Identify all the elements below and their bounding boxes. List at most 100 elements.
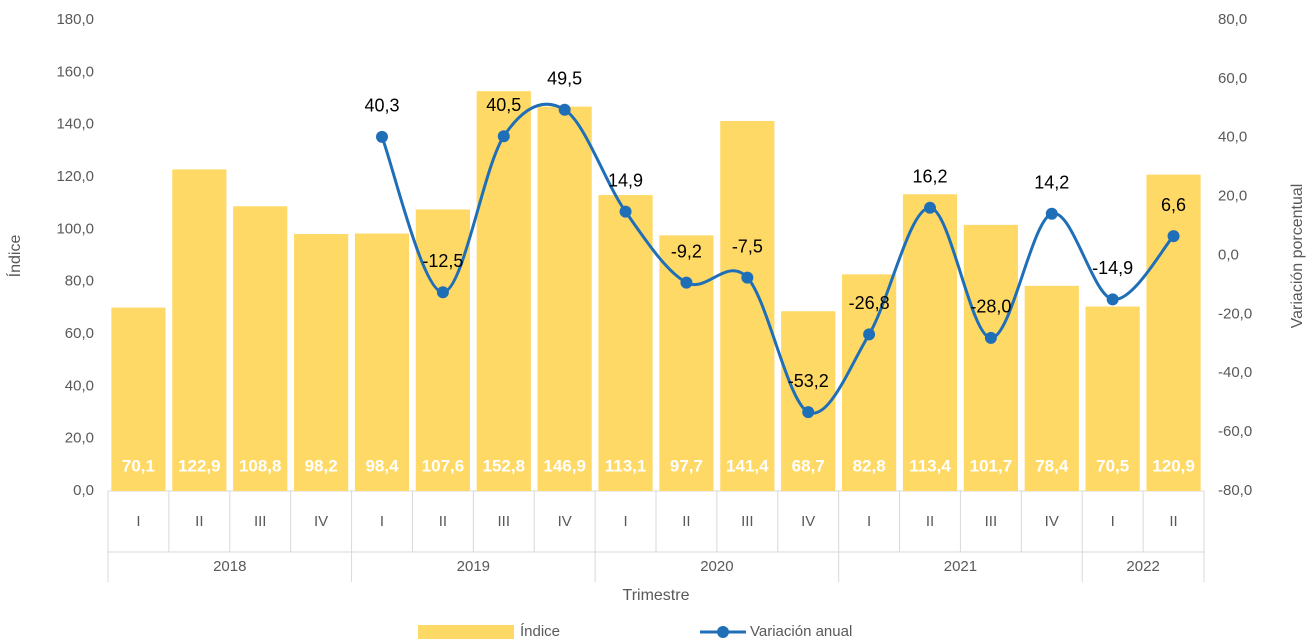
bar <box>415 209 470 492</box>
legend-swatch <box>418 625 514 639</box>
x-tick-label: IV <box>314 513 328 530</box>
y2-tick-label: -60,0 <box>1218 423 1252 440</box>
x-tick-label: II <box>195 513 203 530</box>
x-tick-label: I <box>380 513 384 530</box>
bar-value-label: 97,7 <box>670 456 703 475</box>
y-tick-label: 140,0 <box>56 116 94 133</box>
bar <box>111 307 166 491</box>
line-value-label: 14,2 <box>1034 172 1069 192</box>
bar <box>1085 306 1140 491</box>
bar <box>294 234 349 491</box>
bar-value-label: 98,2 <box>305 456 338 475</box>
line-value-label: -28,0 <box>970 297 1011 317</box>
bar <box>172 169 227 491</box>
line-value-label: -12,5 <box>422 251 463 271</box>
y-tick-label: 180,0 <box>56 11 94 28</box>
line-point <box>619 205 632 218</box>
year-label: 2021 <box>944 558 977 575</box>
bar-value-label: 78,4 <box>1035 456 1069 475</box>
y-tick-label: 20,0 <box>65 430 94 447</box>
line-point <box>1167 230 1180 243</box>
x-tick-label: IV <box>801 513 815 530</box>
bar <box>902 194 958 491</box>
line-point <box>436 286 449 299</box>
bar-value-label: 113,1 <box>605 456 647 475</box>
line-point <box>924 201 936 214</box>
y2-tick-label: -40,0 <box>1218 364 1252 381</box>
line-value-label: -9,2 <box>671 241 702 261</box>
line-value-label: 16,2 <box>912 167 947 187</box>
y2-tick-label: 0,0 <box>1218 246 1239 263</box>
legend-label: Índice <box>520 623 560 640</box>
line-value-label: 40,3 <box>364 96 399 116</box>
line-value-label: 40,5 <box>486 95 521 115</box>
x-tick-label: II <box>926 513 934 530</box>
y-tick-label: 160,0 <box>56 63 94 80</box>
y2-tick-label: 80,0 <box>1218 11 1247 28</box>
line-point <box>680 276 693 289</box>
x-axis-title: Trimestre <box>623 587 690 604</box>
bar <box>1146 174 1201 491</box>
bar-value-label: 70,5 <box>1096 456 1129 475</box>
bar <box>476 91 531 491</box>
y-tick-label: 80,0 <box>65 273 94 290</box>
bar-value-label: 120,9 <box>1152 456 1195 475</box>
y-tick-label: 0,0 <box>73 482 94 499</box>
x-tick-label: IV <box>558 513 572 530</box>
legend-swatch-point <box>717 626 729 638</box>
y2-tick-label: -20,0 <box>1218 305 1252 322</box>
bar-value-label: 70,1 <box>122 456 155 475</box>
x-tick-label: II <box>682 513 690 530</box>
y-tick-label: 40,0 <box>65 377 94 394</box>
x-tick-label: III <box>741 513 754 530</box>
y-tick-label: 100,0 <box>56 220 94 237</box>
bar-value-label: 141,4 <box>726 456 769 475</box>
line-point <box>1045 207 1058 220</box>
bar <box>781 311 836 491</box>
bar <box>963 224 1018 491</box>
line-point <box>802 406 815 419</box>
line-value-label: -14,9 <box>1092 258 1133 278</box>
x-tick-label: IV <box>1045 513 1059 530</box>
y-axis-title: Índice <box>5 235 24 278</box>
bar <box>598 195 653 491</box>
x-tick-label: I <box>867 513 871 530</box>
line-point <box>1106 293 1119 306</box>
bar <box>233 206 288 491</box>
line-point <box>558 103 571 116</box>
bar <box>842 274 897 491</box>
y2-tick-label: 60,0 <box>1218 70 1247 87</box>
bar <box>659 235 714 491</box>
x-tick-label: III <box>498 513 511 530</box>
line <box>380 102 1175 415</box>
bar-value-label: 122,9 <box>178 456 221 475</box>
bar-value-label: 82,8 <box>853 456 886 475</box>
bar-value-label: 68,7 <box>792 456 825 475</box>
line-value-label: -7,5 <box>732 236 763 256</box>
line-value-label: 14,9 <box>608 170 643 190</box>
line-point <box>376 130 388 143</box>
x-tick-label: I <box>623 513 627 530</box>
y2-tick-label: 40,0 <box>1218 129 1247 146</box>
year-label: 2019 <box>457 558 490 575</box>
line-point <box>984 331 997 344</box>
x-tick-label: III <box>985 513 998 530</box>
bar-value-label: 107,6 <box>422 456 465 475</box>
bar <box>354 233 410 491</box>
y2-tick-label: 20,0 <box>1218 188 1247 205</box>
y-tick-label: 120,0 <box>56 168 94 185</box>
x-tick-label: II <box>1169 513 1177 530</box>
legend-label: Variación anual <box>750 623 852 640</box>
bar-value-label: 146,9 <box>543 456 586 475</box>
bar <box>720 121 775 492</box>
x-tick-label: I <box>1111 513 1115 530</box>
year-label: 2018 <box>213 558 246 575</box>
year-label: 2020 <box>700 558 733 575</box>
bar-value-label: 108,8 <box>239 456 282 475</box>
line-point <box>497 130 510 143</box>
bar <box>1024 285 1079 491</box>
x-tick-label: I <box>136 513 140 530</box>
line-point <box>741 271 754 284</box>
